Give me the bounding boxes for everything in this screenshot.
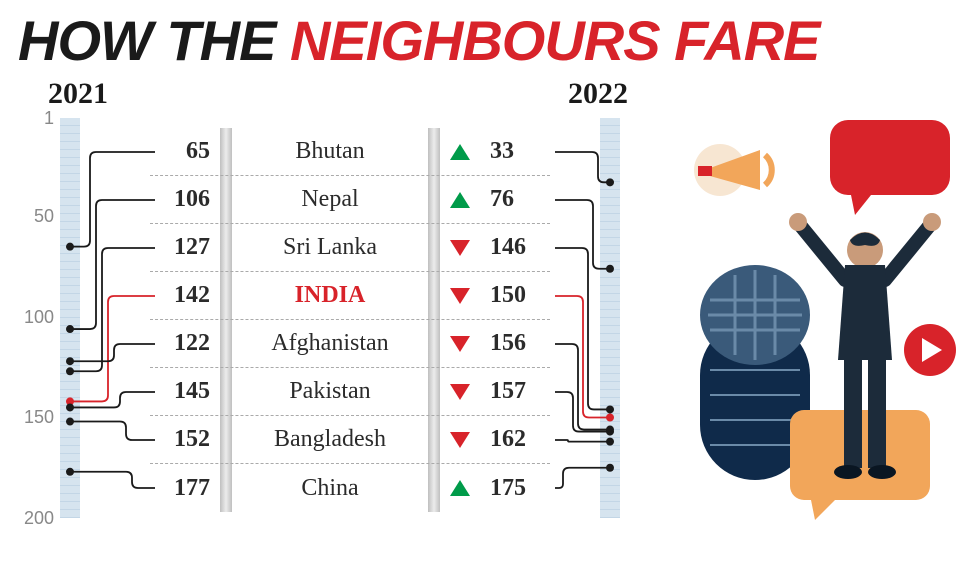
table-row: 122 Afghanistan 156 <box>150 320 550 368</box>
trend-up-icon <box>450 144 470 160</box>
table-row: 145 Pakistan 157 <box>150 368 550 416</box>
rank-2021: 122 <box>150 330 220 357</box>
country-name: INDIA <box>232 282 428 309</box>
title-part1: HOW THE <box>18 9 290 72</box>
table-row: 65 Bhutan 33 <box>150 128 550 176</box>
chart-area: 2021 2022 150100150200 65Bhutan33106Nepa… <box>10 73 690 553</box>
rank-2021: 152 <box>150 426 220 453</box>
trend-down-icon <box>450 240 470 256</box>
country-name: China <box>232 475 428 502</box>
table-row: 142 INDIA 150 <box>150 272 550 320</box>
play-button-icon <box>904 324 956 376</box>
scale-bar-right <box>600 118 620 518</box>
trend-down-icon <box>450 288 470 304</box>
country-name: Bangladesh <box>232 426 428 453</box>
rank-2021: 65 <box>150 138 220 165</box>
rank-2021: 142 <box>150 282 220 309</box>
megaphone-icon <box>694 144 772 196</box>
country-name: Sri Lanka <box>232 234 428 261</box>
rank-2022: 175 <box>480 475 550 502</box>
scale-tick-label: 50 <box>14 206 54 227</box>
rank-2021: 106 <box>150 186 220 213</box>
table-row: 127 Sri Lanka 146 <box>150 224 550 272</box>
country-name: Pakistan <box>232 378 428 405</box>
scale-tick-label: 100 <box>14 307 54 328</box>
country-name: Bhutan <box>232 138 428 165</box>
rank-2021: 177 <box>150 475 220 502</box>
page-title: HOW THE NEIGHBOURS FARE <box>0 0 980 73</box>
rank-2021: 145 <box>150 378 220 405</box>
trend-up-icon <box>450 480 470 496</box>
table-row: 152 Bangladesh 162 <box>150 416 550 464</box>
scale-tick-label: 150 <box>14 407 54 428</box>
rank-2022: 157 <box>480 378 550 405</box>
country-name: Nepal <box>232 186 428 213</box>
year-label-2022: 2022 <box>568 77 628 111</box>
rank-2022: 156 <box>480 330 550 357</box>
scale-bar-left <box>60 118 80 518</box>
trend-up-icon <box>450 192 470 208</box>
press-freedom-illustration <box>680 120 960 520</box>
table-row: 106 Nepal 76 <box>150 176 550 224</box>
country-name: Afghanistan <box>232 330 428 357</box>
title-part2: NEIGHBOURS FARE <box>290 9 820 72</box>
rank-2022: 33 <box>480 138 550 165</box>
year-label-2021: 2021 <box>48 77 108 111</box>
rank-2022: 146 <box>480 234 550 261</box>
trend-down-icon <box>450 336 470 352</box>
scale-tick-label: 1 <box>14 108 54 129</box>
rank-2022: 76 <box>480 186 550 213</box>
rank-2022: 150 <box>480 282 550 309</box>
scale-tick-label: 200 <box>14 508 54 529</box>
rank-2022: 162 <box>480 426 550 453</box>
table-row: 177 China 175 <box>150 464 550 512</box>
trend-down-icon <box>450 384 470 400</box>
speech-bubble-icon <box>830 120 950 215</box>
trend-down-icon <box>450 432 470 448</box>
rank-2021: 127 <box>150 234 220 261</box>
